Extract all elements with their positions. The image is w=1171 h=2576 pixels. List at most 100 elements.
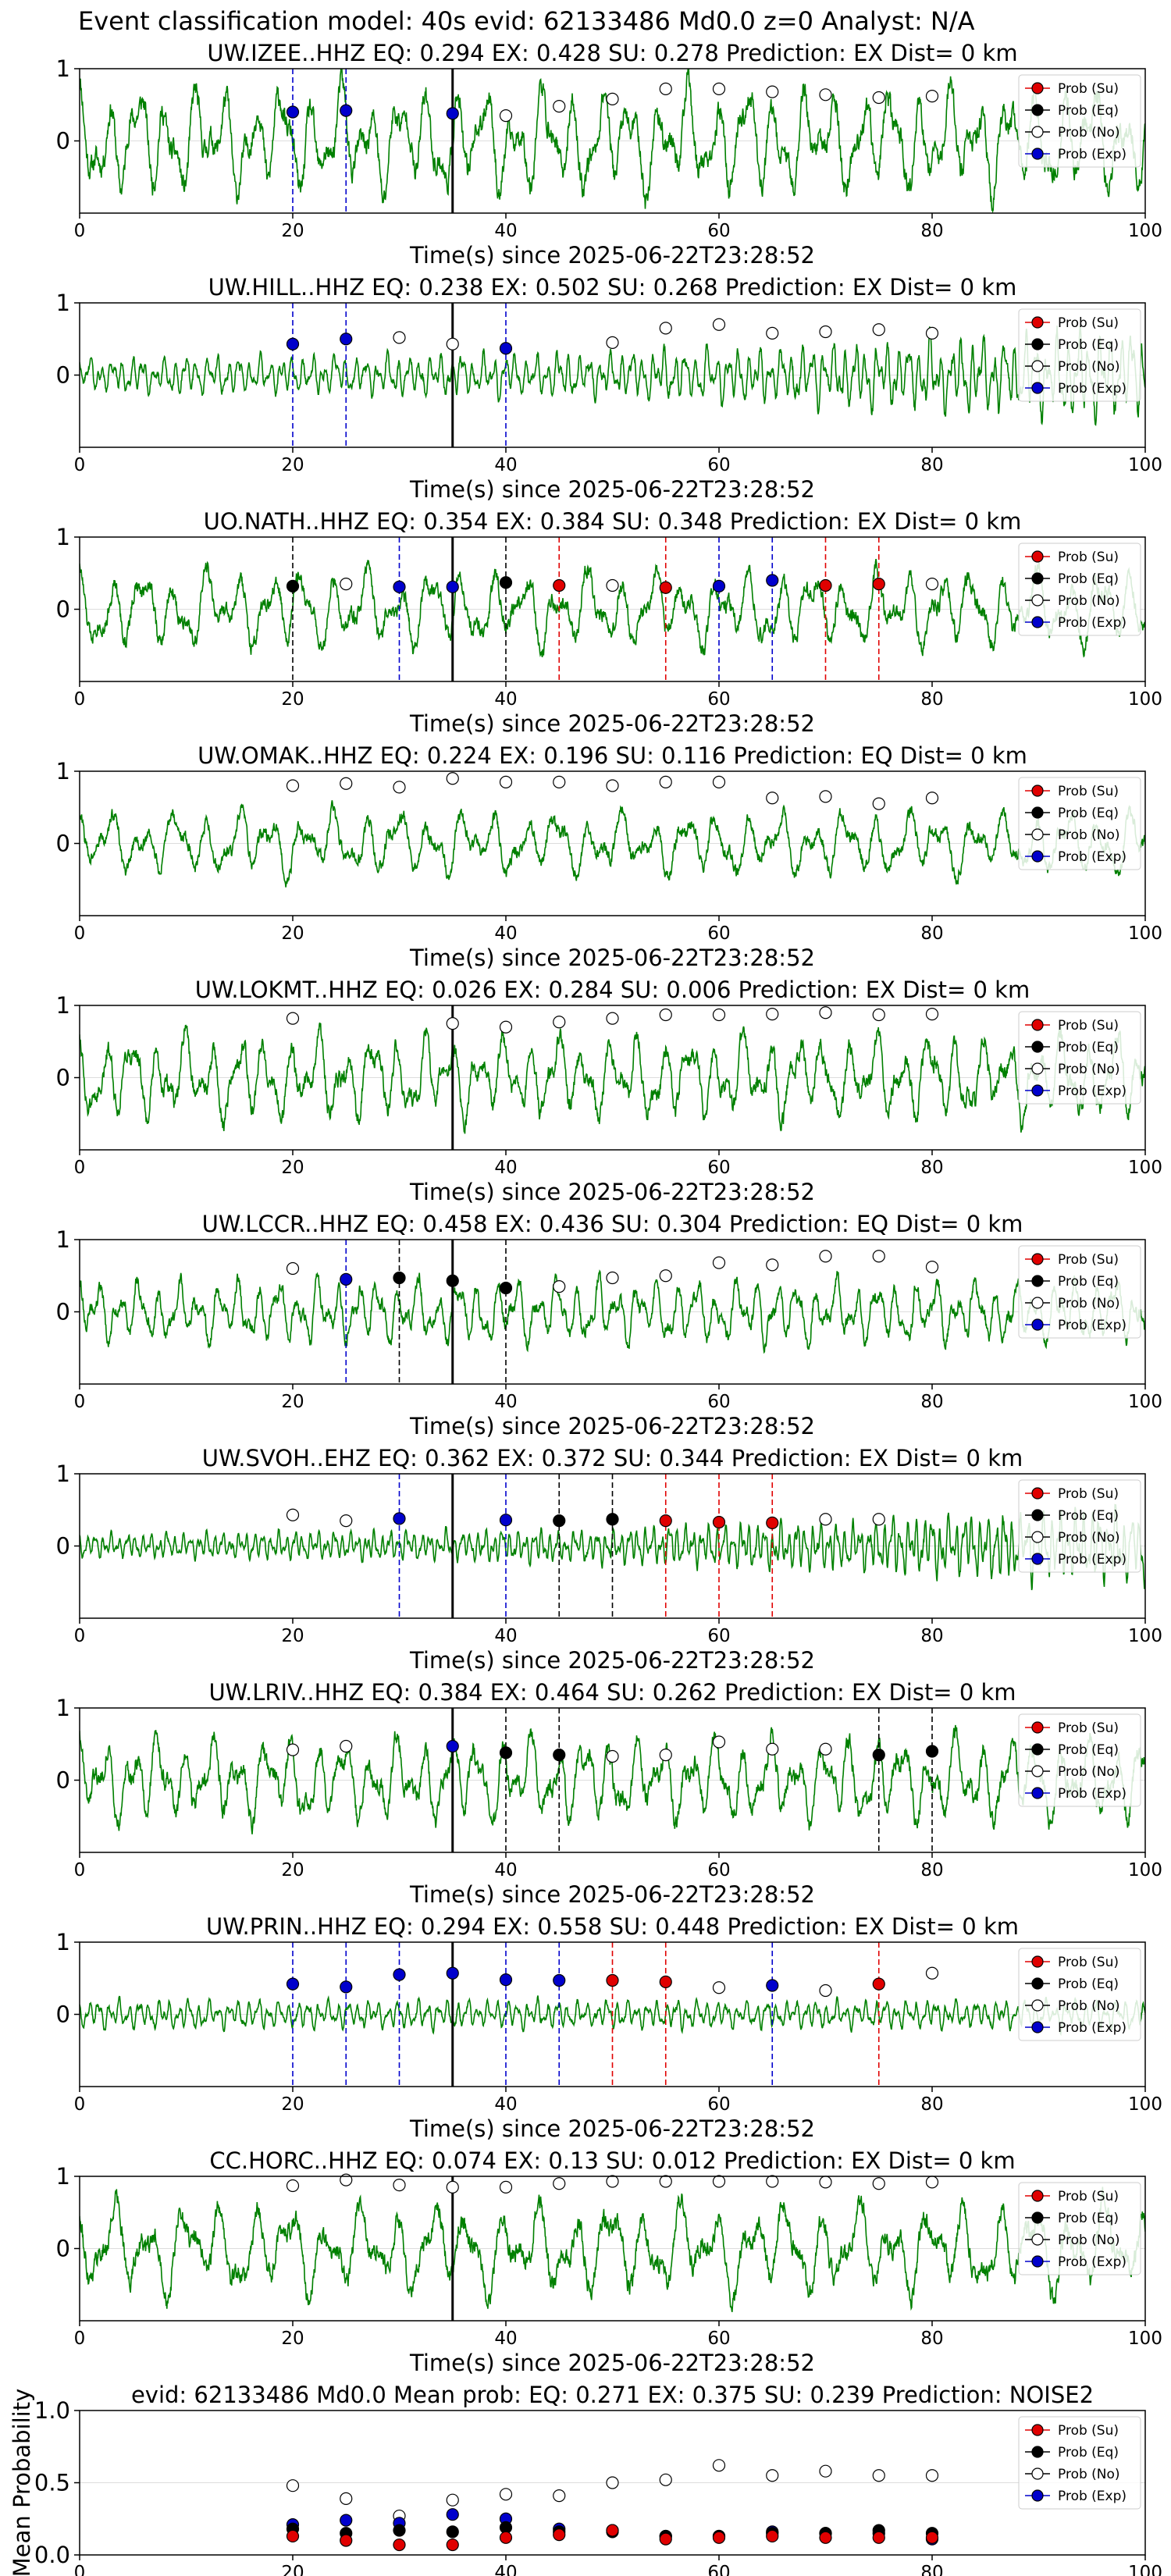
legend-marker-prob-no bbox=[1031, 126, 1044, 138]
waveform-trace bbox=[80, 558, 1145, 658]
y-tick-label: 0 bbox=[56, 831, 70, 857]
legend-label-prob-no: Prob (No) bbox=[1058, 359, 1120, 375]
legend-label-prob-su: Prob (Su) bbox=[1058, 315, 1119, 331]
legend-label-prob-eq: Prob (Eq) bbox=[1058, 337, 1119, 353]
x-tick-label: 20 bbox=[281, 221, 304, 241]
point-prob-no-35 bbox=[446, 2180, 459, 2194]
point-prob-eq-30 bbox=[393, 2524, 406, 2537]
legend-label-prob-exp: Prob (Exp) bbox=[1058, 1318, 1127, 1333]
point-prob-no-35 bbox=[446, 337, 459, 350]
legend-marker-prob-su bbox=[1031, 316, 1044, 329]
x-tick-label: 0 bbox=[74, 2329, 86, 2349]
point-prob-su-75 bbox=[872, 2531, 885, 2544]
series-prob-eq bbox=[553, 1513, 619, 1528]
legend-label-prob-su: Prob (Su) bbox=[1058, 1720, 1119, 1736]
point-prob-no-70 bbox=[819, 1250, 832, 1263]
legend-label-prob-su: Prob (Su) bbox=[1058, 2189, 1119, 2204]
y-tick-label: 1 bbox=[56, 55, 70, 82]
point-prob-exp-25 bbox=[340, 2514, 353, 2527]
point-prob-exp-40 bbox=[499, 342, 513, 355]
legend: Prob (Su) Prob (Eq) Prob (No) Prob (Exp) bbox=[1018, 2416, 1141, 2510]
plot-area bbox=[80, 69, 1145, 213]
x-tick-label: 100 bbox=[1128, 1626, 1162, 1646]
point-prob-no-70 bbox=[819, 1742, 832, 1756]
legend-label-prob-eq: Prob (Eq) bbox=[1058, 806, 1119, 821]
legend-marker-prob-su bbox=[1031, 2190, 1044, 2202]
y-tick-label: 1 bbox=[56, 1461, 70, 1487]
legend-marker-prob-no bbox=[1031, 594, 1044, 607]
chart-panel-10: CC.HORC..HHZ EQ: 0.074 EX: 0.13 SU: 0.01… bbox=[56, 2147, 1162, 2376]
point-prob-su-75 bbox=[872, 1977, 885, 1991]
chart-panel-2: UW.HILL..HHZ EQ: 0.238 EX: 0.502 SU: 0.2… bbox=[56, 274, 1162, 503]
point-prob-no-60 bbox=[712, 318, 726, 331]
chart-panel-8: UW.LRIV..HHZ EQ: 0.384 EX: 0.464 SU: 0.2… bbox=[56, 1679, 1162, 1908]
plot-area bbox=[80, 1240, 1145, 1384]
legend: Prob (Su) Prob (Eq) Prob (No) Prob (Exp) bbox=[1018, 1011, 1141, 1105]
point-prob-su-55 bbox=[659, 2532, 672, 2546]
legend-label-prob-eq: Prob (Eq) bbox=[1058, 103, 1119, 119]
point-prob-no-55 bbox=[659, 82, 672, 96]
point-prob-eq-35 bbox=[446, 1274, 459, 1287]
x-axis-label: Time(s) since 2025-06-22T23:28:52 bbox=[409, 1647, 815, 1674]
x-tick-label: 0 bbox=[74, 2563, 86, 2576]
point-prob-no-35 bbox=[446, 2493, 459, 2507]
series-prob-eq bbox=[499, 1745, 939, 1762]
point-prob-no-35 bbox=[446, 772, 459, 785]
x-tick-label: 40 bbox=[494, 689, 517, 710]
legend: Prob (Su) Prob (Eq) Prob (No) Prob (Exp) bbox=[1018, 543, 1141, 636]
legend-box bbox=[1018, 777, 1141, 870]
point-prob-exp-45 bbox=[553, 1973, 566, 1987]
x-tick-label: 80 bbox=[920, 1626, 943, 1646]
legend-marker-prob-su bbox=[1031, 1721, 1044, 1734]
x-tick-label: 20 bbox=[281, 923, 304, 944]
legend-box bbox=[1018, 74, 1141, 168]
point-prob-no-55 bbox=[659, 2473, 672, 2486]
x-tick-label: 0 bbox=[74, 689, 86, 710]
x-axis-label: Time(s) since 2025-06-22T23:28:52 bbox=[409, 710, 815, 737]
point-prob-no-40 bbox=[499, 2488, 513, 2501]
point-prob-exp-35 bbox=[446, 1966, 459, 1980]
x-tick-label: 40 bbox=[494, 455, 517, 475]
series-prob-no bbox=[286, 772, 939, 810]
panel-title: UW.IZEE..HHZ EQ: 0.294 EX: 0.428 SU: 0.2… bbox=[207, 40, 1017, 66]
series-prob-exp bbox=[446, 1739, 459, 1753]
chart-panel-5: UW.LOKMT..HHZ EQ: 0.026 EX: 0.284 SU: 0.… bbox=[56, 977, 1162, 1205]
point-prob-no-50 bbox=[606, 92, 619, 105]
legend-marker-prob-exp bbox=[1031, 2021, 1044, 2033]
y-tick-label: 0 bbox=[56, 1767, 70, 1794]
point-prob-exp-35 bbox=[446, 2508, 459, 2521]
legend: Prob (Su) Prob (Eq) Prob (No) Prob (Exp) bbox=[1018, 1713, 1141, 1807]
x-tick-label: 60 bbox=[707, 2563, 730, 2576]
point-prob-no-45 bbox=[553, 775, 566, 788]
x-tick-label: 100 bbox=[1128, 1392, 1162, 1412]
legend-label-prob-exp: Prob (Exp) bbox=[1058, 147, 1127, 162]
series-prob-eq bbox=[393, 1271, 513, 1295]
y-tick-label: 0.0 bbox=[34, 2542, 70, 2568]
point-prob-eq-80 bbox=[925, 1745, 939, 1758]
point-prob-no-45 bbox=[553, 2177, 566, 2190]
point-prob-no-55 bbox=[659, 322, 672, 335]
legend-label-prob-no: Prob (No) bbox=[1058, 593, 1120, 609]
point-prob-su-40 bbox=[499, 2531, 513, 2544]
legend-marker-prob-exp bbox=[1031, 2255, 1044, 2268]
point-prob-su-45 bbox=[553, 578, 566, 592]
panel-title: evid: 62133486 Md0.0 Mean prob: EQ: 0.27… bbox=[131, 2382, 1094, 2408]
x-tick-label: 80 bbox=[920, 2563, 943, 2576]
point-prob-no-55 bbox=[659, 1008, 672, 1022]
series-prob-eq bbox=[286, 576, 513, 593]
legend-label-prob-eq: Prob (Eq) bbox=[1058, 1742, 1119, 1758]
point-prob-su-30 bbox=[393, 2538, 406, 2552]
legend-marker-prob-exp bbox=[1031, 1084, 1044, 1097]
point-prob-no-55 bbox=[659, 2175, 672, 2188]
point-prob-no-50 bbox=[606, 1749, 619, 1763]
point-prob-no-40 bbox=[499, 2180, 513, 2194]
x-tick-label: 60 bbox=[707, 689, 730, 710]
point-prob-no-65 bbox=[766, 792, 779, 805]
legend-box bbox=[1018, 1713, 1141, 1807]
point-prob-no-70 bbox=[819, 1513, 832, 1526]
point-prob-exp-20 bbox=[286, 337, 300, 350]
point-prob-no-60 bbox=[712, 82, 726, 96]
x-tick-label: 0 bbox=[74, 2094, 86, 2115]
plot-area bbox=[80, 1942, 1145, 2087]
legend-marker-prob-eq bbox=[1031, 1275, 1044, 1287]
